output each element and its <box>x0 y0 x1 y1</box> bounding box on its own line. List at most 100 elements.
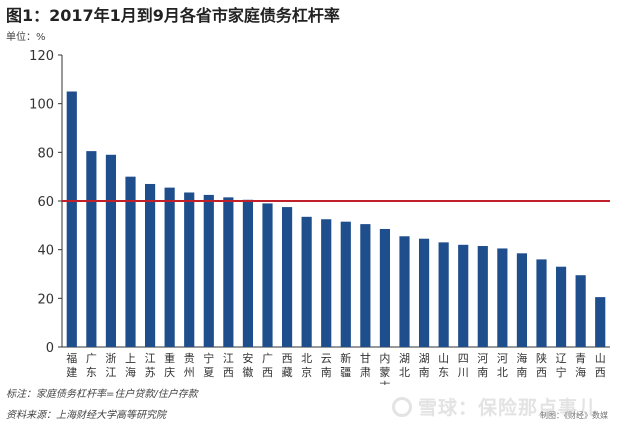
x-tick-label-char: 建 <box>66 365 77 379</box>
y-tick-label: 120 <box>29 49 54 64</box>
bar-陕西 <box>536 259 547 347</box>
bar-贵州 <box>184 192 195 347</box>
x-tick-label-char: 安 <box>242 351 253 365</box>
bar-安徽 <box>242 199 254 347</box>
bar-湖北 <box>399 236 410 347</box>
watermark-text: 雪球：保险那点事儿 <box>418 397 599 419</box>
bar-宁夏 <box>203 194 214 347</box>
x-tick-label-char: 新 <box>340 351 351 365</box>
bar-河南 <box>477 246 488 347</box>
x-tick-label-char: 西 <box>536 366 547 379</box>
x-tick-label-char: 北 <box>497 366 508 379</box>
x-tick-label-char: 河 <box>477 352 488 365</box>
bar-青海 <box>575 275 586 347</box>
bar-四川 <box>458 244 469 347</box>
bar-新疆 <box>340 221 351 347</box>
bar-内蒙古 <box>379 228 391 347</box>
x-tick-label-char: 西 <box>282 352 293 365</box>
x-tick-label-char: 江 <box>223 352 234 365</box>
y-tick-label: 20 <box>37 292 54 307</box>
x-tick-label-char: 四 <box>458 352 469 365</box>
y-tick-label: 40 <box>37 244 54 259</box>
x-tick-label-char: 西 <box>262 366 273 379</box>
x-tick-label-char: 南 <box>321 366 332 379</box>
watermark: 雪球：保险那点事儿 <box>392 393 598 420</box>
x-tick-label-char: 州 <box>184 366 195 379</box>
y-tick-label: 100 <box>29 98 54 113</box>
x-tick-label-char: 湖 <box>419 352 430 365</box>
bar-重庆 <box>164 187 175 347</box>
y-tick-label: 60 <box>37 195 54 210</box>
source-note: 资料来源：上海财经大学高等研究院 <box>6 410 166 421</box>
x-tick-label-char: 甘 <box>360 352 371 365</box>
bar-江西 <box>223 197 234 347</box>
x-tick-label-char: 辽 <box>556 352 567 365</box>
y-tick-label: 0 <box>46 341 54 356</box>
bar-河北 <box>497 248 508 347</box>
x-tick-label-char: 山 <box>595 352 606 365</box>
bar-广东 <box>86 151 97 347</box>
x-tick-label-char: 南 <box>477 366 488 379</box>
bar-江苏 <box>144 183 156 347</box>
x-tick-label-char: 藏 <box>282 366 293 379</box>
x-tick-label-char: 贵 <box>184 352 195 365</box>
bar-辽宁 <box>555 266 567 347</box>
x-tick-label-char: 疆 <box>340 366 351 379</box>
bar-山东 <box>438 242 449 347</box>
bar-湖南 <box>418 238 430 347</box>
x-tick-label-char: 苏 <box>145 366 156 379</box>
x-tick-label-char: 海 <box>125 365 136 379</box>
x-tick-label-char: 福 <box>66 351 77 365</box>
x-tick-label-char: 河 <box>497 352 508 365</box>
x-tick-label-char: 上 <box>125 352 136 365</box>
x-tick-label-char: 南 <box>419 366 430 379</box>
x-tick-label-char: 湖 <box>399 352 410 365</box>
x-tick-label-char: 蒙 <box>379 366 390 379</box>
bar-北京 <box>301 216 312 347</box>
x-tick-label-char: 川 <box>458 366 469 379</box>
x-tick-label-char: 江 <box>105 366 116 379</box>
x-tick-label-char: 东 <box>86 366 97 379</box>
x-tick-label-char: 海 <box>516 351 527 365</box>
x-tick-label-char: 古 <box>379 380 390 385</box>
credit-note: 制图：《财经》数媒 <box>540 411 608 420</box>
x-tick-label-char: 东 <box>438 366 449 379</box>
x-tick-label-char: 内 <box>379 351 390 365</box>
bar-甘肃 <box>360 224 371 347</box>
x-tick-label-char: 浙 <box>105 352 116 365</box>
y-tick-label: 80 <box>37 146 54 161</box>
bar-福建 <box>66 91 77 347</box>
bar-广西 <box>262 203 273 347</box>
x-tick-label-char: 西 <box>595 366 606 379</box>
x-tick-label-char: 北 <box>399 366 410 379</box>
unit-label: 单位：% <box>6 32 46 43</box>
x-tick-label-char: 夏 <box>203 366 214 379</box>
x-tick-label-char: 云 <box>321 352 332 365</box>
x-tick-label-char: 宁 <box>556 365 567 379</box>
x-tick-label-char: 北 <box>301 352 312 365</box>
bar-浙江 <box>105 154 117 347</box>
bar-云南 <box>321 219 332 347</box>
bar-上海 <box>125 176 136 347</box>
x-tick-label-char: 西 <box>223 366 234 379</box>
x-tick-label-char: 宁 <box>203 351 214 365</box>
x-tick-label-char: 陕 <box>536 351 547 365</box>
bar-海南 <box>516 253 528 347</box>
x-tick-label-char: 广 <box>262 352 273 365</box>
x-tick-label-char: 徽 <box>242 365 253 379</box>
bar-山西 <box>595 297 606 347</box>
x-tick-label-char: 海 <box>575 365 586 379</box>
x-tick-label-char: 重 <box>164 351 175 365</box>
x-tick-label-char: 青 <box>575 352 586 365</box>
bar-西藏 <box>281 207 293 347</box>
snowball-logo-icon <box>392 397 412 417</box>
x-tick-label-char: 庆 <box>164 365 175 379</box>
x-tick-label-char: 京 <box>301 365 312 379</box>
x-tick-label-char: 山 <box>438 352 449 365</box>
x-tick-label-char: 南 <box>516 366 527 379</box>
x-tick-label-char: 江 <box>145 352 156 365</box>
footnote: 标注：家庭债务杠杆率=住户贷款/住户存款 <box>6 389 198 400</box>
x-tick-label-char: 肃 <box>360 366 371 379</box>
chart-title: 图1：2017年1月到9月各省市家庭债务杠杆率 <box>6 6 340 25</box>
bar-chart: 020406080100120福建广东浙江上海江苏重庆贵州宁夏江西安徽广西西藏北… <box>29 49 610 385</box>
